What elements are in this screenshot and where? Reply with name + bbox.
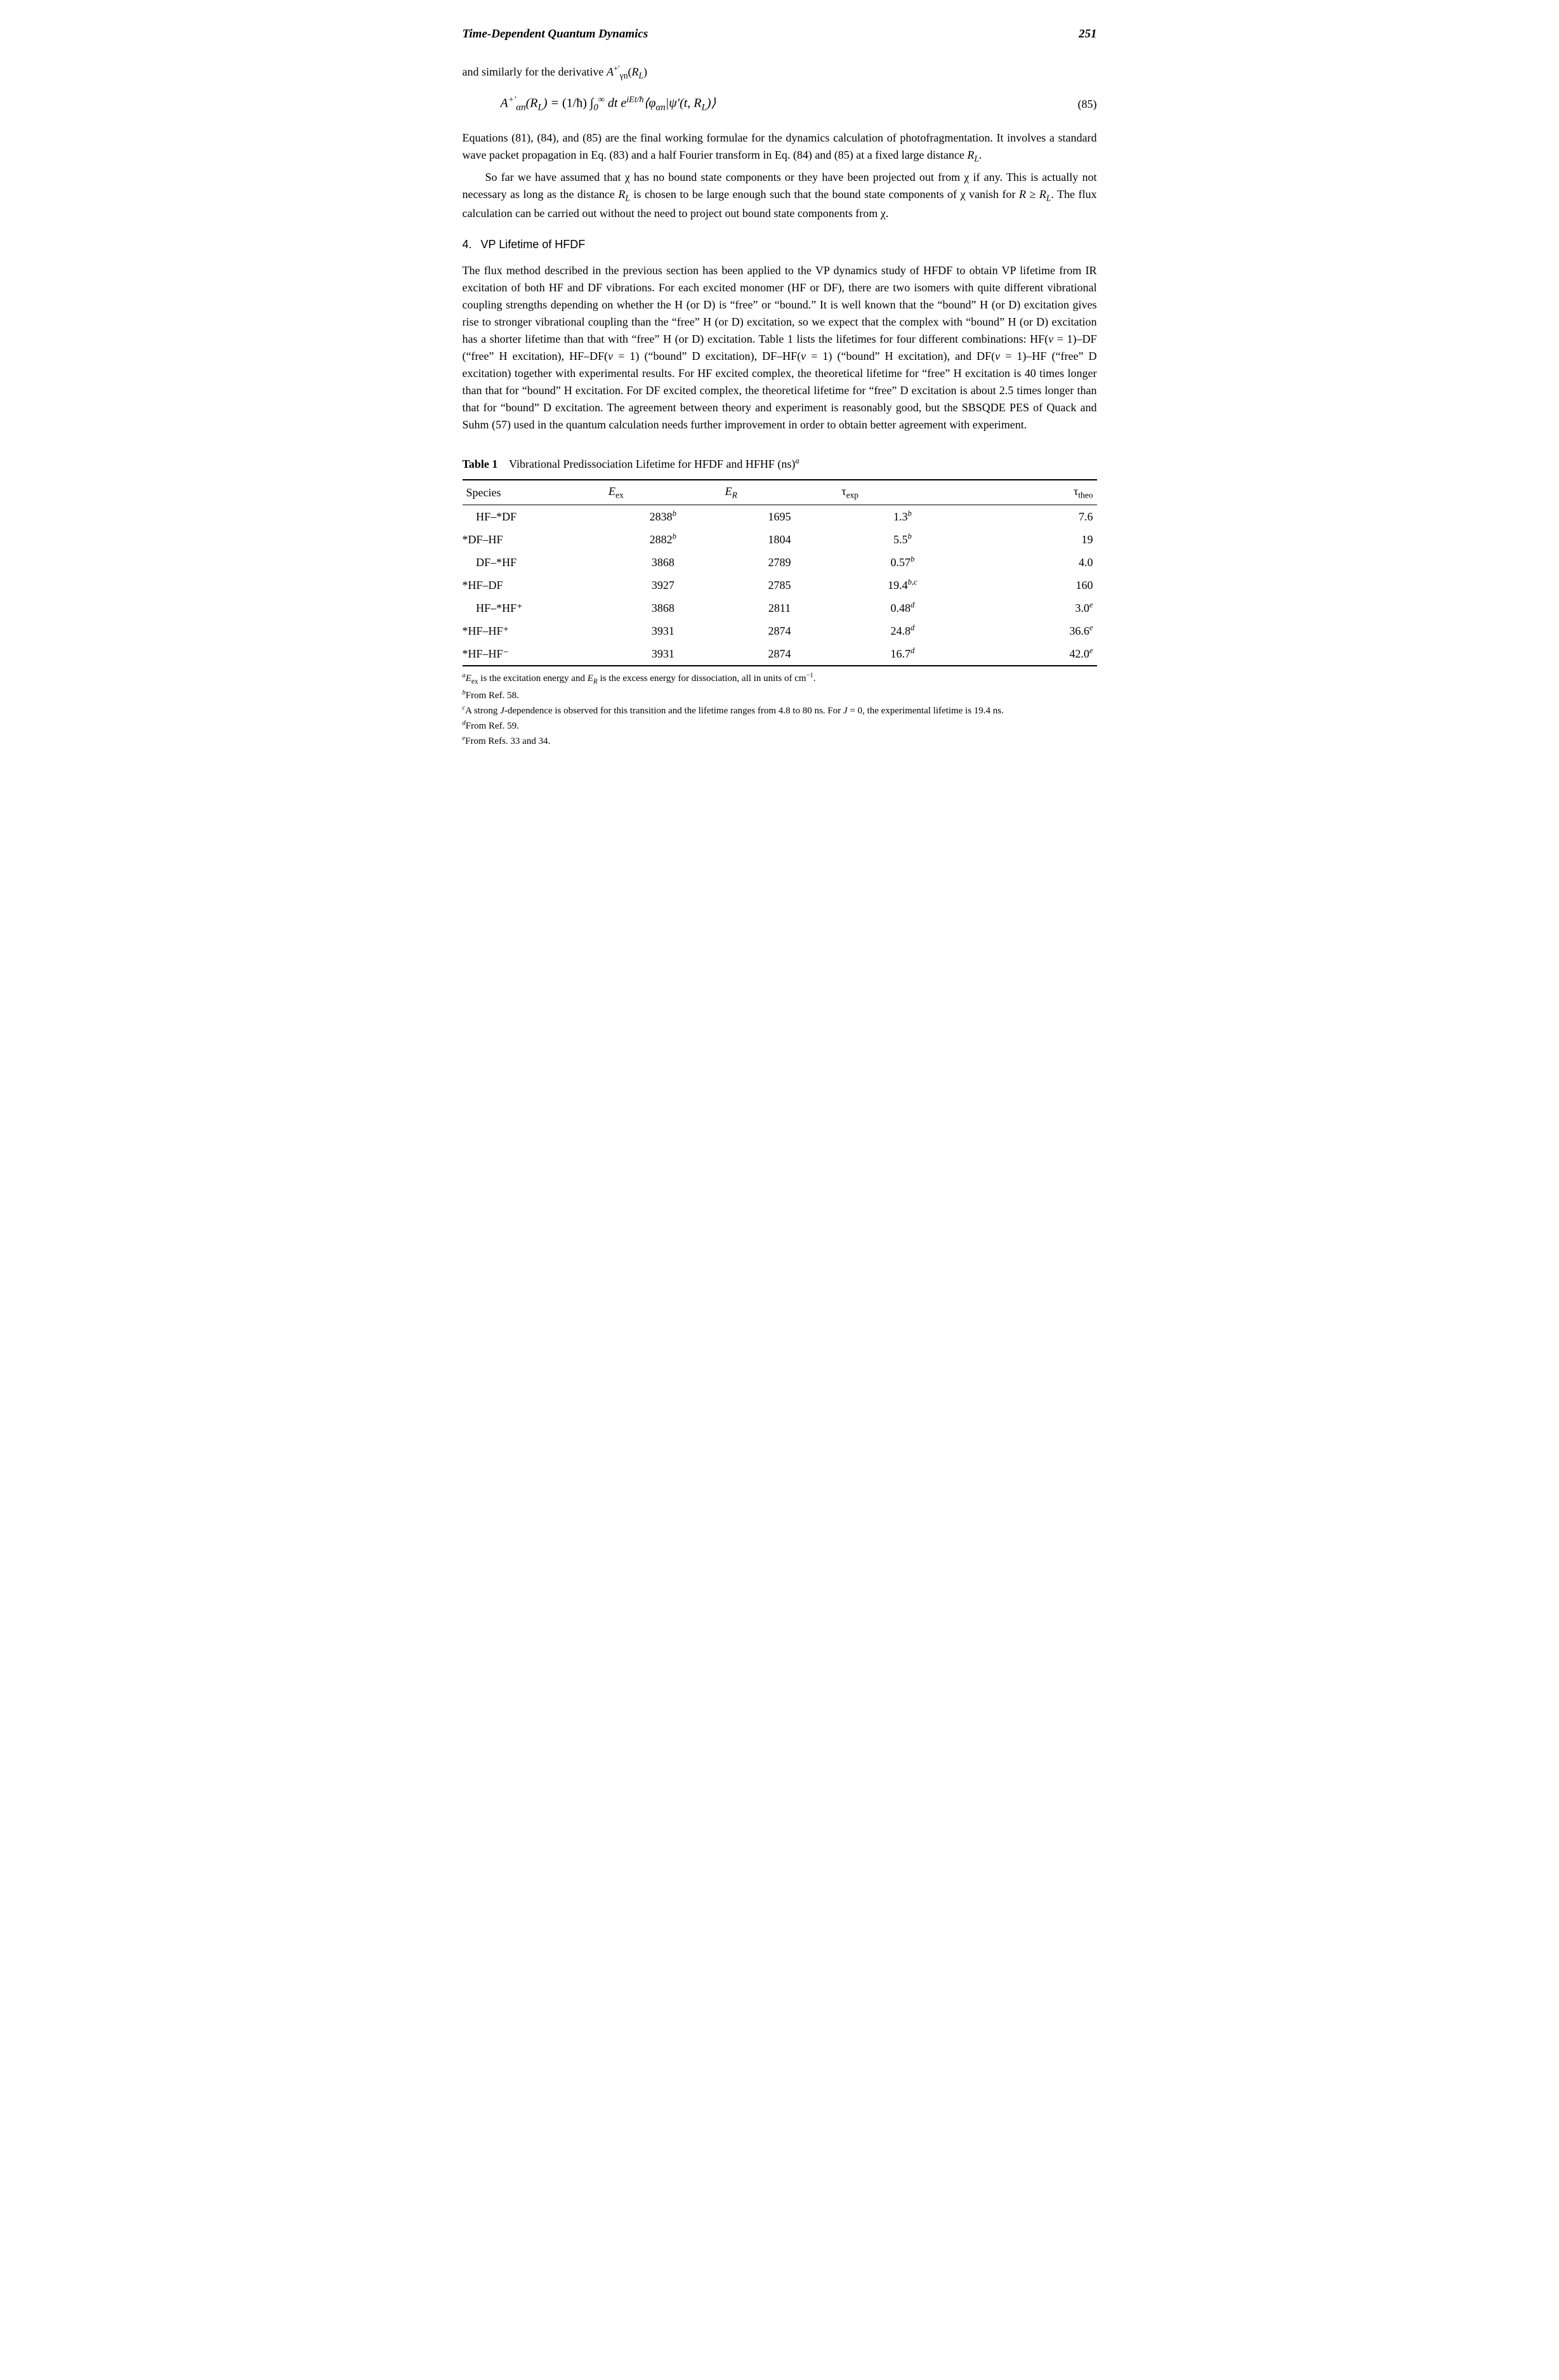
cell-species: HF–*HF⁺ — [463, 597, 605, 619]
table-row: DF–*HF386827890.57b4.0 — [463, 551, 1097, 574]
col-ttheo: τtheo — [967, 480, 1096, 505]
footnote-c: cA strong J-dependence is observed for t… — [463, 704, 1097, 718]
footnote-d: dFrom Ref. 59. — [463, 719, 1097, 733]
cell-ttheo: 42.0e — [967, 642, 1096, 666]
table-body: HF–*DF2838b16951.3b7.6*DF–HF2882b18045.5… — [463, 505, 1097, 666]
cell-species: *DF–HF — [463, 528, 605, 551]
cell-ttheo: 7.6 — [967, 505, 1096, 529]
section-number: 4. — [463, 236, 472, 253]
lifetime-table: Species Eex ER τexp τtheo HF–*DF2838b169… — [463, 479, 1097, 666]
cell-species: *HF–HF⁺ — [463, 619, 605, 642]
equation-85: A+′αn(RL) = (1/ħ) ∫0∞ dt eiEt/ħ⟨φαn|ψ′(t… — [463, 93, 1097, 115]
cell-texp: 0.48d — [838, 597, 967, 619]
table-row: *HF–DF3927278519.4b,c160 — [463, 574, 1097, 597]
table-row: HF–*DF2838b16951.3b7.6 — [463, 505, 1097, 529]
cell-ttheo: 36.6e — [967, 619, 1096, 642]
paragraph-2: So far we have assumed that χ has no bou… — [463, 169, 1097, 222]
cell-texp: 19.4b,c — [838, 574, 967, 597]
col-eex: Eex — [605, 480, 721, 505]
col-species: Species — [463, 480, 605, 505]
table-header-row: Species Eex ER τexp τtheo — [463, 480, 1097, 505]
section-heading: 4. VP Lifetime of HFDF — [463, 236, 1097, 253]
table-row: *DF–HF2882b18045.5b19 — [463, 528, 1097, 551]
footnote-e: eFrom Refs. 33 and 34. — [463, 734, 1097, 748]
cell-eex: 3927 — [605, 574, 721, 597]
equation-body: A+′αn(RL) = (1/ħ) ∫0∞ dt eiEt/ħ⟨φαn|ψ′(t… — [463, 93, 1078, 115]
cell-ttheo: 4.0 — [967, 551, 1096, 574]
cell-er: 1695 — [721, 505, 838, 529]
cell-species: *HF–DF — [463, 574, 605, 597]
cell-er: 2874 — [721, 619, 838, 642]
cell-eex: 2838b — [605, 505, 721, 529]
cell-texp: 24.8d — [838, 619, 967, 642]
page-header: Time-Dependent Quantum Dynamics 251 — [463, 25, 1097, 44]
footnote-a: aEex is the excitation energy and ER is … — [463, 671, 1097, 687]
cell-er: 2811 — [721, 597, 838, 619]
paragraph-3: The flux method described in the previou… — [463, 262, 1097, 433]
col-er: ER — [721, 480, 838, 505]
footnote-b: bFrom Ref. 58. — [463, 689, 1097, 703]
page-number: 251 — [1079, 25, 1097, 44]
cell-texp: 0.57b — [838, 551, 967, 574]
table-footnotes: aEex is the excitation energy and ER is … — [463, 671, 1097, 748]
table-label: Table 1 — [463, 458, 498, 470]
cell-texp: 16.7d — [838, 642, 967, 666]
table-row: HF–*HF⁺386828110.48d3.0e — [463, 597, 1097, 619]
col-texp: τexp — [838, 480, 967, 505]
table-row: *HF–HF⁺3931287424.8d36.6e — [463, 619, 1097, 642]
cell-er: 2789 — [721, 551, 838, 574]
cell-eex: 3931 — [605, 619, 721, 642]
cell-er: 1804 — [721, 528, 838, 551]
equation-number: (85) — [1078, 96, 1097, 113]
cell-ttheo: 3.0e — [967, 597, 1096, 619]
cell-species: HF–*DF — [463, 505, 605, 529]
table-row: *HF–HF⁻3931287416.7d42.0e — [463, 642, 1097, 666]
cell-texp: 5.5b — [838, 528, 967, 551]
paragraph-1: Equations (81), (84), and (85) are the f… — [463, 129, 1097, 166]
cell-ttheo: 19 — [967, 528, 1096, 551]
cell-eex: 3931 — [605, 642, 721, 666]
cell-eex: 3868 — [605, 597, 721, 619]
cell-texp: 1.3b — [838, 505, 967, 529]
cell-species: *HF–HF⁻ — [463, 642, 605, 666]
cell-eex: 3868 — [605, 551, 721, 574]
section-label: VP Lifetime of HFDF — [481, 236, 586, 253]
table-caption: Table 1 Vibrational Predissociation Life… — [463, 455, 1097, 473]
cell-ttheo: 160 — [967, 574, 1096, 597]
cell-eex: 2882b — [605, 528, 721, 551]
table-caption-text: Vibrational Predissociation Lifetime for… — [509, 458, 799, 470]
cell-species: DF–*HF — [463, 551, 605, 574]
lead-paragraph: and similarly for the derivative A+′γn(R… — [463, 63, 1097, 83]
book-title: Time-Dependent Quantum Dynamics — [463, 25, 648, 44]
cell-er: 2874 — [721, 642, 838, 666]
cell-er: 2785 — [721, 574, 838, 597]
